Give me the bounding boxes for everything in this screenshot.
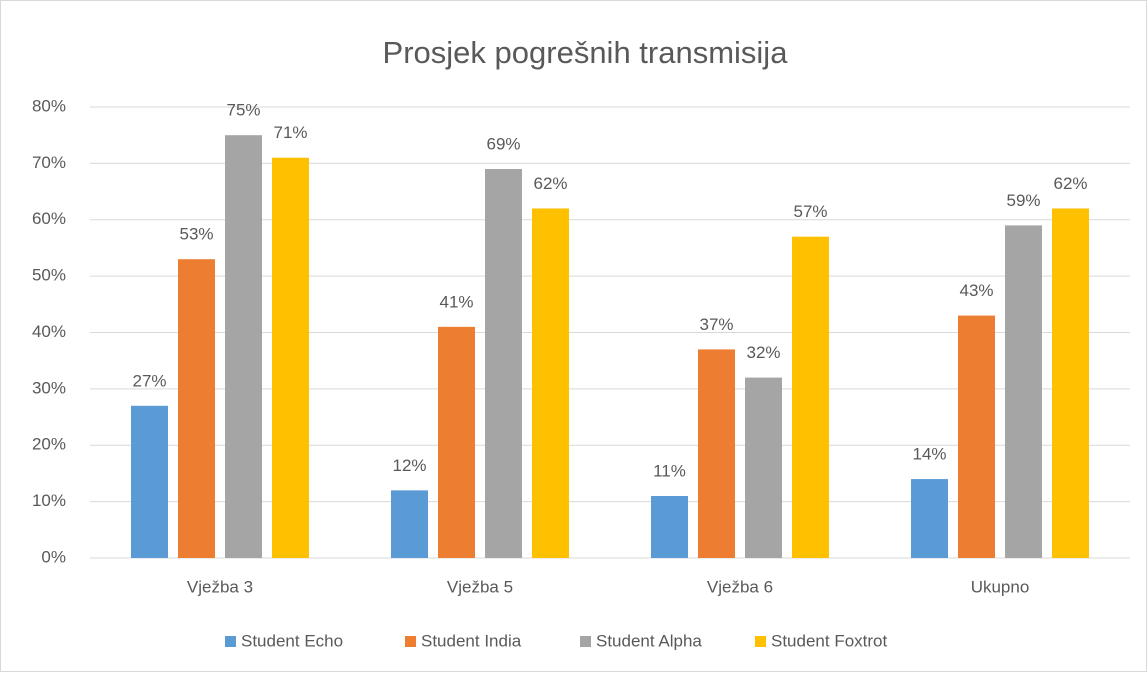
y-tick-label: 50% [32, 266, 66, 285]
value-label: 53% [179, 225, 213, 244]
y-tick-label: 40% [32, 322, 66, 341]
value-label: 59% [1006, 191, 1040, 210]
legend-swatch [580, 636, 591, 647]
value-label: 62% [533, 174, 567, 193]
value-label: 41% [439, 292, 473, 311]
value-label: 57% [793, 202, 827, 221]
legend-swatch [405, 636, 416, 647]
value-label: 27% [132, 371, 166, 390]
value-label: 43% [959, 281, 993, 300]
bar [391, 490, 428, 558]
value-label: 32% [746, 343, 780, 362]
bar [272, 157, 309, 559]
bar [698, 349, 735, 558]
value-label: 12% [392, 456, 426, 475]
legend-swatch [755, 636, 766, 647]
value-label: 62% [1053, 174, 1087, 193]
legend-swatch [225, 636, 236, 647]
bar [1005, 225, 1042, 558]
bar [792, 236, 829, 558]
value-label: 71% [273, 123, 307, 142]
y-tick-label: 80% [32, 96, 66, 115]
chart-title: Prosjek pogrešnih transmisija [383, 35, 789, 70]
value-label: 37% [699, 315, 733, 334]
bar [958, 315, 995, 558]
bar [438, 326, 475, 558]
legend-label: Student Alpha [596, 631, 702, 650]
value-label: 75% [226, 101, 260, 120]
y-tick-label: 20% [32, 435, 66, 454]
bar [485, 169, 522, 558]
bar [532, 208, 569, 558]
y-tick-label: 0% [41, 547, 66, 566]
y-tick-label: 30% [32, 378, 66, 397]
bar [651, 495, 688, 558]
x-tick-label: Ukupno [971, 577, 1030, 596]
x-tick-label: Vježba 6 [707, 577, 773, 596]
x-tick-label: Vježba 5 [447, 577, 513, 596]
y-tick-label: 60% [32, 209, 66, 228]
legend-label: Student Foxtrot [771, 631, 888, 650]
bar [911, 479, 948, 558]
bar [225, 135, 262, 558]
bar [1052, 208, 1089, 558]
bar [178, 259, 215, 558]
legend-label: Student India [421, 631, 522, 650]
legend-label: Student Echo [241, 631, 343, 650]
x-tick-label: Vježba 3 [187, 577, 253, 596]
value-label: 11% [653, 461, 686, 480]
y-tick-label: 10% [32, 491, 66, 510]
bar [745, 377, 782, 558]
y-tick-label: 70% [32, 153, 66, 172]
bar [131, 405, 168, 558]
value-label: 69% [486, 134, 520, 153]
value-label: 14% [912, 445, 946, 464]
